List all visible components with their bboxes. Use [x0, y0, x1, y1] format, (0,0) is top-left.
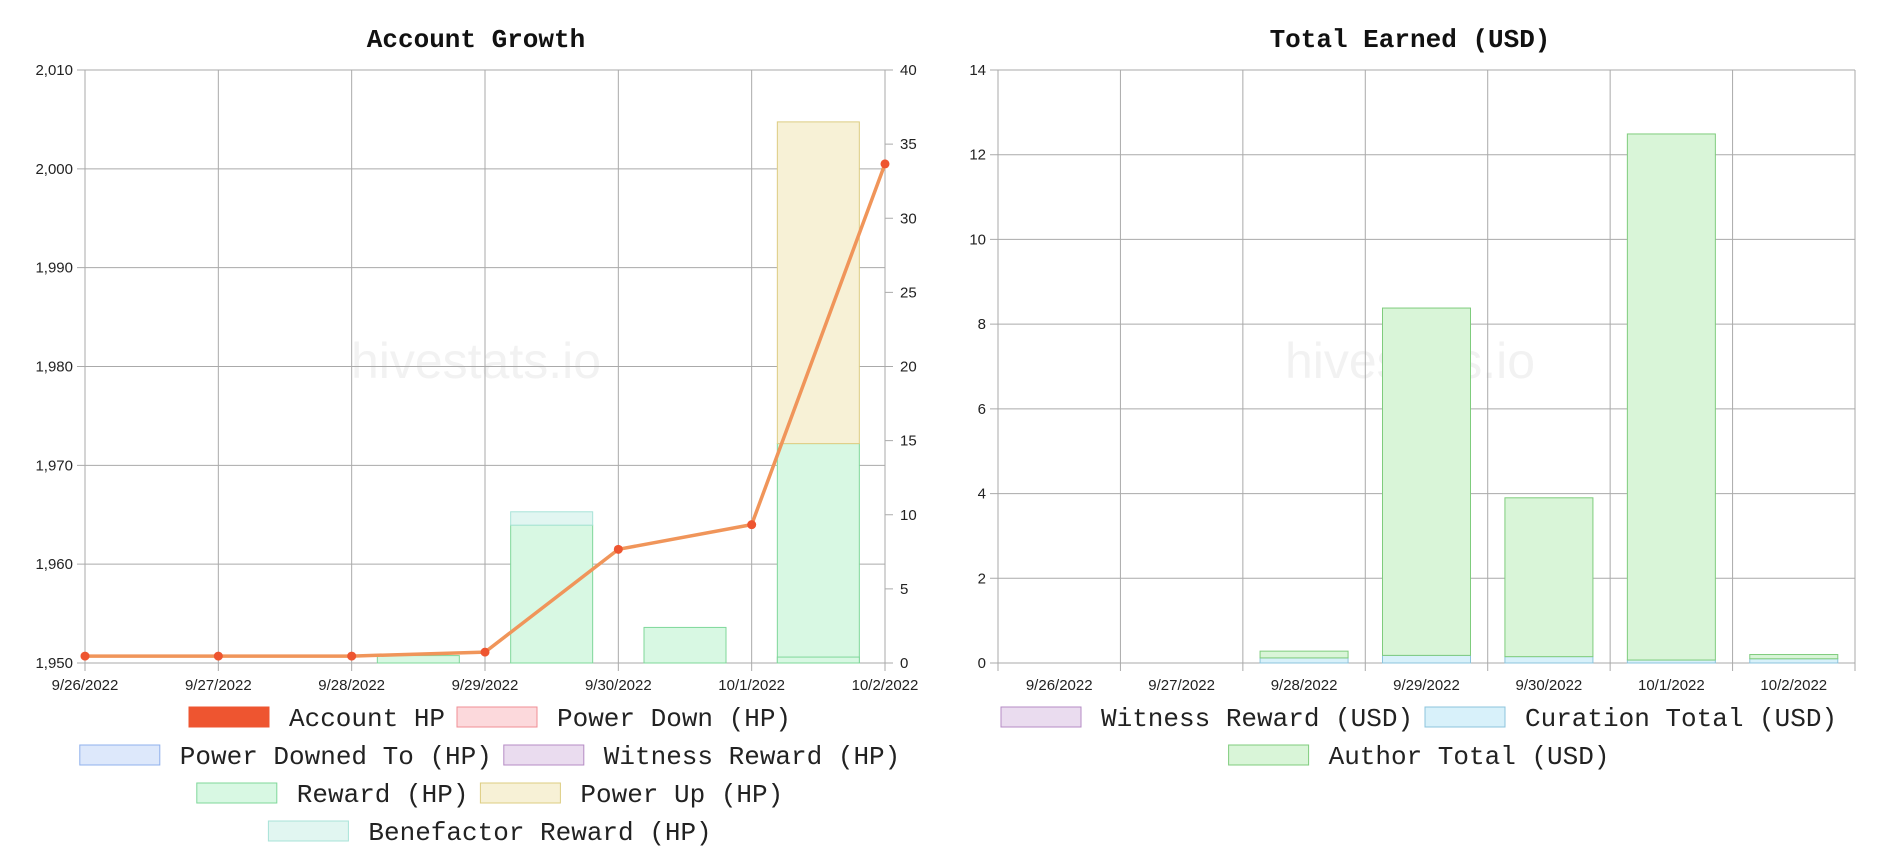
- growth-right-tick-label: 5: [900, 581, 908, 598]
- growth-legend-label: Benefactor Reward (HP): [368, 818, 711, 848]
- account-growth-title: Account Growth: [367, 25, 585, 55]
- account-hp-point-2: [347, 651, 357, 661]
- earned-bar-author-total-usd--3: [1382, 307, 1471, 656]
- earned-legend-swatch: [1000, 706, 1082, 728]
- account-hp-point-3: [480, 647, 490, 657]
- growth-left-tick-label: 1,990: [35, 260, 73, 277]
- earned-y-tick-label: 12: [969, 147, 986, 164]
- growth-left-tick-label: 1,980: [35, 359, 73, 376]
- growth-legend-swatch: [267, 820, 349, 842]
- earned-bar-author-total-usd--2: [1259, 650, 1349, 659]
- earned-x-tick-label: 9/27/2022: [1148, 677, 1215, 694]
- earned-bar-author-total-usd--4: [1504, 497, 1594, 658]
- growth-legend-swatch: [479, 782, 561, 804]
- account-hp-point-0: [80, 651, 90, 661]
- earned-legend-label: Curation Total (USD): [1525, 704, 1837, 734]
- watermark-left: hivestats.io: [351, 333, 601, 389]
- growth-legend-label: Account HP: [289, 704, 445, 734]
- growth-legend-label: Power Downed To (HP): [180, 742, 492, 772]
- growth-left-tick-label: 1,950: [35, 655, 73, 672]
- earned-y-tick-label: 2: [978, 570, 986, 587]
- growth-bar-power-up-hp--5: [776, 121, 860, 445]
- growth-legend-label: Power Up (HP): [580, 780, 783, 810]
- growth-bar-reward-hp--3: [510, 524, 594, 664]
- growth-legend-swatch: [456, 706, 538, 728]
- growth-x-tick-label: 9/26/2022: [52, 677, 119, 694]
- growth-right-tick-label: 0: [900, 655, 908, 672]
- growth-bar-benefactor-reward-hp--3: [510, 511, 594, 526]
- earned-x-tick-label: 10/2/2022: [1760, 677, 1827, 694]
- growth-right-tick-label: 10: [900, 507, 917, 524]
- account-hp-point-6: [880, 159, 890, 169]
- earned-y-tick-label: 4: [978, 486, 986, 503]
- earned-legend-swatch: [1424, 706, 1506, 728]
- growth-legend-label: Witness Reward (HP): [604, 742, 900, 772]
- account-hp-point-1: [213, 651, 223, 661]
- growth-right-tick-label: 30: [900, 210, 917, 227]
- growth-x-tick-label: 9/29/2022: [452, 677, 519, 694]
- earned-bar-author-total-usd--6: [1749, 654, 1839, 660]
- growth-legend-swatch: [196, 782, 278, 804]
- earned-bar-curation-total-usd--6: [1749, 658, 1839, 664]
- total-earned-title: Total Earned (USD): [1270, 25, 1551, 55]
- growth-legend-swatch: [188, 706, 270, 728]
- growth-x-tick-label: 9/30/2022: [585, 677, 652, 694]
- growth-right-tick-label: 25: [900, 284, 917, 301]
- growth-left-tick-label: 2,000: [35, 161, 73, 178]
- growth-left-tick-label: 2,010: [35, 62, 73, 79]
- growth-left-tick-label: 1,970: [35, 457, 73, 474]
- growth-left-tick-label: 1,960: [35, 556, 73, 573]
- earned-bar-curation-total-usd--2: [1259, 657, 1349, 664]
- account-hp-point-4: [613, 544, 623, 554]
- earned-y-tick-label: 10: [969, 231, 986, 248]
- earned-bar-curation-total-usd--4: [1504, 656, 1594, 664]
- earned-x-tick-label: 10/1/2022: [1638, 677, 1705, 694]
- earned-y-tick-label: 6: [978, 401, 986, 418]
- earned-legend-label: Author Total (USD): [1329, 742, 1610, 772]
- growth-x-tick-label: 9/28/2022: [318, 677, 385, 694]
- growth-bar-reward-hp--6: [776, 656, 860, 664]
- earned-bar-curation-total-usd--3: [1382, 654, 1471, 664]
- growth-bar-reward-hp--5: [776, 443, 860, 664]
- earned-y-tick-label: 0: [978, 655, 986, 672]
- earned-x-tick-label: 9/28/2022: [1271, 677, 1338, 694]
- earned-legend-swatch: [1228, 744, 1310, 766]
- growth-right-tick-label: 20: [900, 359, 917, 376]
- growth-right-tick-label: 15: [900, 433, 917, 450]
- earned-x-tick-label: 9/29/2022: [1393, 677, 1460, 694]
- earned-bar-author-total-usd--5: [1626, 133, 1716, 661]
- earned-legend-label: Witness Reward (USD): [1101, 704, 1413, 734]
- account-hp-point-5: [747, 520, 757, 530]
- earned-y-tick-label: 14: [969, 62, 986, 79]
- growth-right-tick-label: 35: [900, 136, 917, 153]
- growth-x-tick-label: 10/1/2022: [718, 677, 785, 694]
- earned-x-tick-label: 9/30/2022: [1516, 677, 1583, 694]
- growth-legend-swatch: [503, 744, 585, 766]
- earned-x-tick-label: 9/26/2022: [1026, 677, 1093, 694]
- growth-right-tick-label: 40: [900, 62, 917, 79]
- growth-x-tick-label: 10/2/2022: [852, 677, 919, 694]
- growth-legend-label: Power Down (HP): [557, 704, 791, 734]
- growth-legend-swatch: [79, 744, 161, 766]
- growth-legend-label: Reward (HP): [297, 780, 469, 810]
- earned-y-tick-label: 8: [978, 316, 986, 333]
- growth-x-tick-label: 9/27/2022: [185, 677, 252, 694]
- growth-bar-reward-hp--4: [643, 626, 727, 664]
